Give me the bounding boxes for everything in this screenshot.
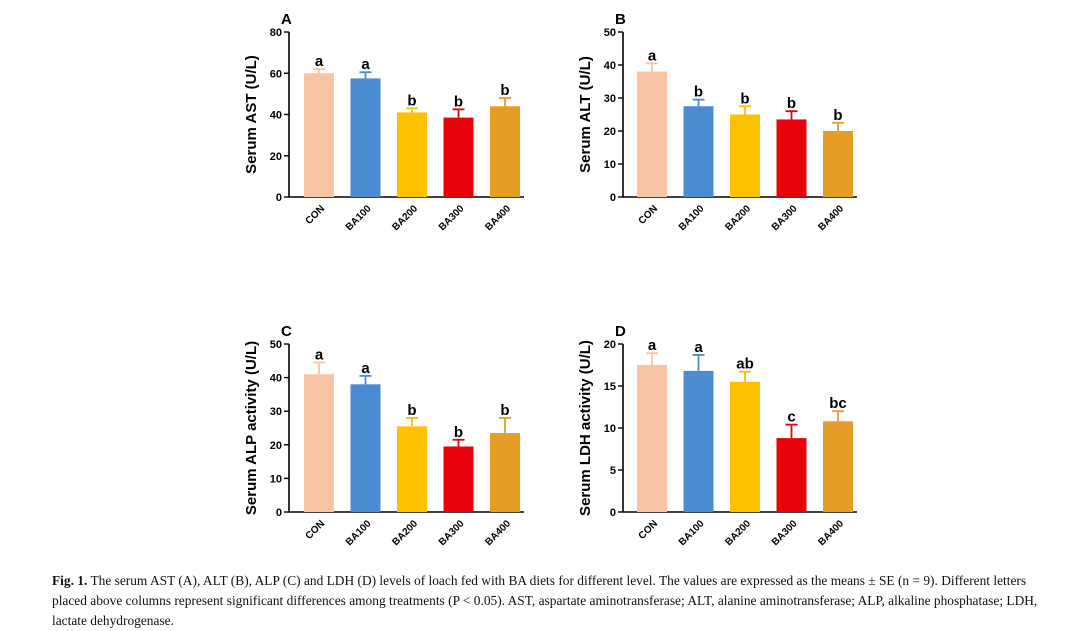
category-label-d-ba200: BA200 — [723, 518, 753, 548]
bar-a-ba400 — [490, 106, 520, 197]
y-tick-label-c-1: 10 — [270, 473, 282, 485]
bar-d-ba400 — [823, 421, 853, 512]
significance-label-b-ba100: b — [694, 84, 703, 101]
y-tick-label-c-2: 20 — [270, 440, 282, 452]
panel-letter-a: A — [281, 11, 292, 28]
category-label-b-con: CON — [637, 203, 661, 227]
category-label-c-ba300: BA300 — [437, 518, 467, 548]
y-tick-label-a-4: 80 — [270, 27, 282, 39]
significance-label-d-ba200: ab — [736, 356, 754, 373]
significance-label-b-ba400: b — [833, 107, 842, 124]
y-tick-label-c-4: 40 — [270, 373, 282, 385]
category-label-c-ba400: BA400 — [483, 518, 513, 548]
category-label-a-ba400: BA400 — [483, 203, 513, 233]
chart-panel-c: C 0 10 20 30 40 50 Serum ALP activity (U/L) a CON… — [243, 323, 524, 548]
bar-c-ba100 — [350, 384, 381, 512]
figure-caption: Fig. 1. The serum AST (A), ALT (B), ALP … — [52, 571, 1062, 631]
y-tick-label-a-0: 0 — [276, 192, 282, 204]
y-axis-title-d: Serum LDH activity (U/L) — [577, 340, 594, 516]
category-label-a-con: CON — [304, 203, 328, 227]
bar-b-ba200 — [730, 114, 760, 197]
y-tick-label-d-3: 15 — [604, 381, 616, 393]
bar-c-con — [304, 374, 334, 512]
significance-label-a-ba100: a — [361, 56, 370, 73]
chart-panel-d: D 0 5 10 15 20 Serum LDH activity (U/L) a CON a BA… — [577, 323, 857, 548]
category-label-c-ba200: BA200 — [390, 518, 420, 548]
y-tick-label-d-2: 10 — [604, 423, 616, 435]
y-tick-label-a-3: 60 — [270, 68, 282, 80]
y-tick-label-b-2: 20 — [604, 126, 616, 138]
category-label-a-ba300: BA300 — [437, 203, 467, 233]
y-tick-label-b-3: 30 — [604, 93, 616, 105]
bar-b-ba100 — [683, 106, 714, 197]
significance-label-b-ba300: b — [787, 95, 796, 112]
y-axis-title-b: Serum ALT (U/L) — [577, 56, 594, 173]
significance-label-a-ba400: b — [500, 82, 509, 99]
bar-c-ba400 — [490, 433, 520, 512]
bar-d-ba200 — [730, 381, 760, 512]
category-label-b-ba400: BA400 — [816, 203, 846, 233]
chart-panel-b: B 0 10 20 30 40 50 Serum ALT (U/L) a CON b BA100 b BA… — [577, 11, 857, 233]
y-tick-label-d-4: 20 — [604, 339, 616, 351]
significance-label-c-ba300: b — [454, 424, 463, 441]
bar-a-ba300 — [443, 117, 474, 197]
caption-label: Fig. 1. — [52, 573, 88, 588]
y-axis-title-c: Serum ALP activity (U/L) — [243, 341, 260, 515]
significance-label-c-con: a — [315, 346, 324, 363]
significance-label-d-ba400: bc — [829, 395, 847, 412]
category-label-d-con: CON — [637, 518, 661, 542]
bar-d-ba300 — [776, 438, 807, 512]
category-label-a-ba200: BA200 — [390, 203, 420, 233]
y-tick-label-b-1: 10 — [604, 159, 616, 171]
significance-label-c-ba200: b — [407, 402, 416, 419]
significance-label-d-ba100: a — [694, 339, 703, 356]
y-tick-label-c-0: 0 — [276, 507, 282, 519]
category-label-b-ba200: BA200 — [723, 203, 753, 233]
significance-label-c-ba100: a — [361, 360, 370, 377]
y-tick-label-b-5: 50 — [604, 27, 616, 39]
figure-panels: A 0 20 40 60 80 Serum AST (U/L) a CON a BA100 b BA20… — [243, 11, 857, 548]
chart-panel-a: A 0 20 40 60 80 Serum AST (U/L) a CON a BA100 b BA20… — [243, 11, 524, 233]
bar-d-ba100 — [683, 370, 714, 512]
panel-letter-c: C — [281, 323, 292, 340]
category-label-b-ba300: BA300 — [770, 203, 800, 233]
significance-label-a-ba200: b — [407, 92, 416, 109]
category-label-d-ba400: BA400 — [816, 518, 846, 548]
caption-text: The serum AST (A), ALT (B), ALP (C) and … — [52, 573, 1038, 628]
panel-letter-d: D — [615, 323, 626, 340]
significance-label-a-con: a — [315, 53, 324, 70]
bar-b-ba400 — [823, 131, 853, 197]
y-axis-title-a: Serum AST (U/L) — [243, 55, 260, 174]
category-label-b-ba100: BA100 — [677, 203, 707, 233]
category-label-d-ba100: BA100 — [677, 518, 707, 548]
y-tick-label-c-5: 50 — [270, 339, 282, 351]
bar-b-ba300 — [776, 119, 807, 197]
significance-label-d-con: a — [648, 337, 657, 354]
significance-label-a-ba300: b — [454, 93, 463, 110]
bar-b-con — [637, 71, 667, 197]
bar-a-ba200 — [397, 112, 427, 197]
significance-label-b-ba200: b — [740, 90, 749, 107]
bar-c-ba300 — [443, 446, 474, 512]
y-tick-label-a-1: 20 — [270, 151, 282, 163]
category-label-c-con: CON — [304, 518, 328, 542]
category-label-a-ba100: BA100 — [344, 203, 374, 233]
bar-a-con — [304, 73, 334, 197]
y-tick-label-c-3: 30 — [270, 406, 282, 418]
y-tick-label-d-0: 0 — [610, 507, 616, 519]
category-label-d-ba300: BA300 — [770, 518, 800, 548]
y-tick-label-a-2: 40 — [270, 110, 282, 122]
y-tick-label-d-1: 5 — [610, 465, 616, 477]
bar-a-ba100 — [350, 78, 381, 197]
significance-label-d-ba300: c — [787, 409, 795, 426]
significance-label-c-ba400: b — [500, 402, 509, 419]
panel-letter-b: B — [615, 11, 626, 28]
y-tick-label-b-4: 40 — [604, 60, 616, 72]
bar-c-ba200 — [397, 426, 427, 512]
category-label-c-ba100: BA100 — [344, 518, 374, 548]
y-tick-label-b-0: 0 — [610, 192, 616, 204]
bar-d-con — [637, 365, 667, 512]
significance-label-b-con: a — [648, 47, 657, 64]
